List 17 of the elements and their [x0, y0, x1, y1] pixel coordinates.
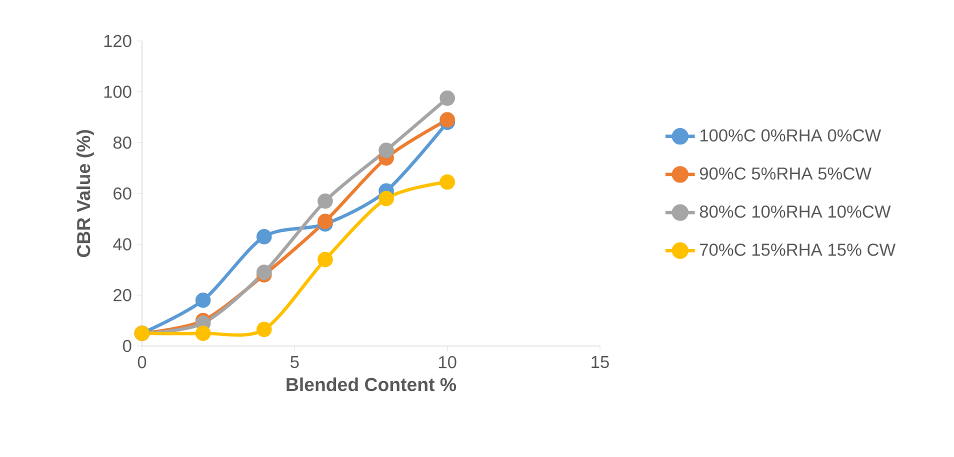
legend-label: 80%C 10%RHA 10%CW [700, 205, 891, 218]
y-tick-label: 120 [104, 34, 132, 48]
y-tick-label: 0 [122, 340, 132, 352]
legend-label: 100%C 0%RHA 0%CW [700, 129, 882, 142]
x-tick-label: 15 [592, 356, 609, 368]
y-axis-title: CBR Value (%) [76, 130, 94, 258]
x-axis-title: Blended Content % [286, 377, 456, 392]
y-tick-label: 80 [113, 136, 132, 149]
x-tick-label: 0 [138, 356, 146, 368]
legend-label: 90%C 5%RHA 5%CW [700, 167, 872, 180]
y-tick-label: 20 [114, 289, 132, 302]
x-tick-label: 5 [290, 356, 299, 368]
legend-label: 70%C 15%RHA 15% CW [700, 244, 896, 256]
x-tick-label: 10 [439, 356, 456, 368]
y-tick-label: 40 [113, 238, 132, 250]
y-tick-label: 100 [104, 86, 132, 98]
y-tick-label: 60 [114, 187, 132, 200]
